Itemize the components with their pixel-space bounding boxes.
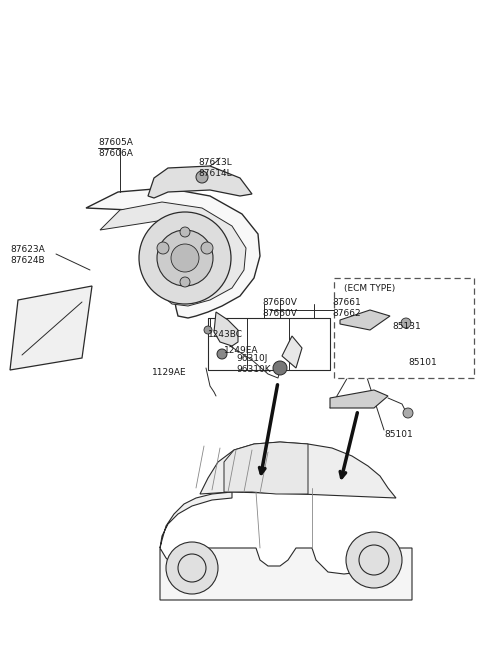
Circle shape bbox=[346, 532, 402, 588]
Text: 85131: 85131 bbox=[392, 322, 421, 331]
Polygon shape bbox=[214, 312, 238, 346]
Text: 1243BC: 1243BC bbox=[208, 330, 243, 339]
Polygon shape bbox=[160, 492, 232, 548]
Circle shape bbox=[178, 554, 206, 582]
Circle shape bbox=[171, 244, 199, 272]
Circle shape bbox=[204, 326, 212, 334]
Polygon shape bbox=[160, 548, 412, 600]
Text: 85101: 85101 bbox=[384, 430, 413, 439]
Text: 96310J
96310K: 96310J 96310K bbox=[236, 354, 271, 374]
Text: 87605A
87606A: 87605A 87606A bbox=[98, 138, 133, 158]
Polygon shape bbox=[330, 390, 388, 408]
Circle shape bbox=[217, 349, 227, 359]
Text: (ECM TYPE): (ECM TYPE) bbox=[344, 284, 395, 293]
Circle shape bbox=[180, 227, 190, 237]
Text: 85101: 85101 bbox=[408, 358, 437, 367]
Polygon shape bbox=[10, 286, 92, 370]
Circle shape bbox=[359, 545, 389, 575]
Text: 1129AE: 1129AE bbox=[152, 368, 187, 377]
Polygon shape bbox=[100, 202, 246, 306]
Circle shape bbox=[157, 242, 169, 254]
Text: 1249EA: 1249EA bbox=[224, 346, 259, 355]
Circle shape bbox=[401, 318, 411, 328]
Circle shape bbox=[157, 230, 213, 286]
Polygon shape bbox=[224, 442, 308, 494]
Text: 87613L
87614L: 87613L 87614L bbox=[198, 158, 232, 178]
Circle shape bbox=[403, 408, 413, 418]
Polygon shape bbox=[340, 310, 390, 330]
Circle shape bbox=[273, 361, 287, 375]
Circle shape bbox=[166, 542, 218, 594]
Circle shape bbox=[180, 277, 190, 287]
Polygon shape bbox=[200, 442, 396, 498]
Polygon shape bbox=[86, 188, 260, 318]
Polygon shape bbox=[282, 336, 302, 368]
Circle shape bbox=[196, 171, 208, 183]
Circle shape bbox=[139, 212, 231, 304]
Circle shape bbox=[201, 242, 213, 254]
Text: 87661
87662: 87661 87662 bbox=[332, 298, 361, 318]
Bar bbox=[334, 278, 474, 378]
Text: 87623A
87624B: 87623A 87624B bbox=[10, 245, 45, 265]
Text: 87650V
87660V: 87650V 87660V bbox=[262, 298, 297, 318]
Polygon shape bbox=[148, 166, 252, 198]
